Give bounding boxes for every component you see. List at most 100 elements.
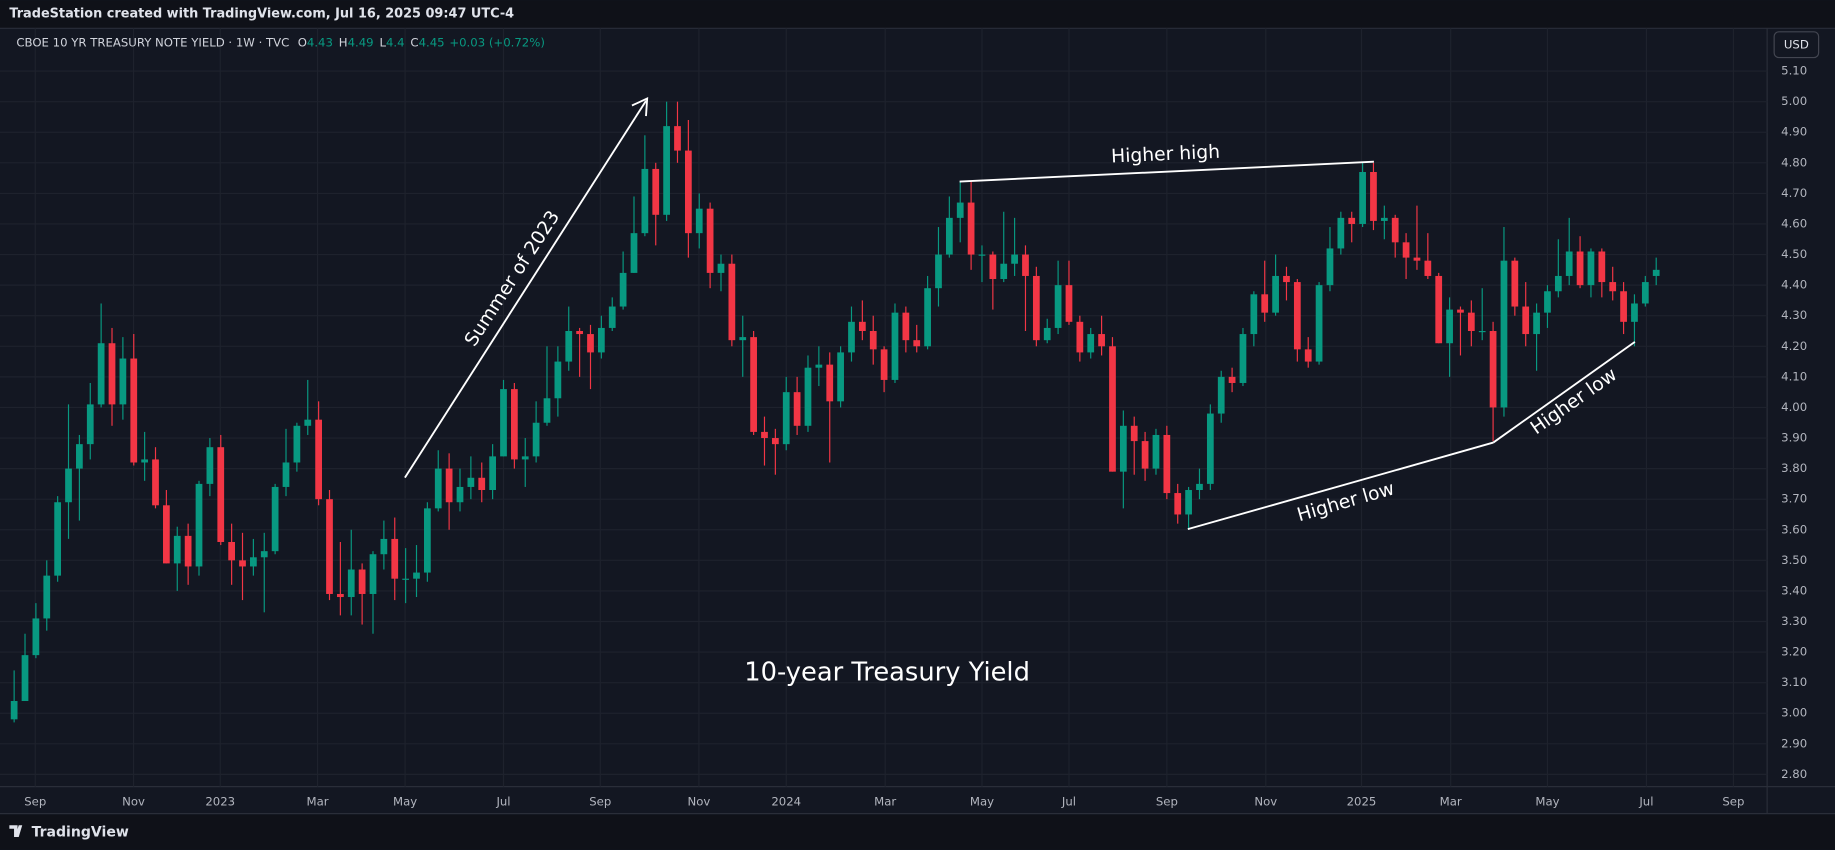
candle-body xyxy=(695,208,703,234)
candle-body xyxy=(1283,275,1290,283)
candle-body xyxy=(500,389,507,457)
candle-body xyxy=(1185,490,1192,515)
candle-body xyxy=(891,312,899,380)
candle-body xyxy=(1598,251,1606,283)
candle-body xyxy=(554,361,562,399)
candle-body xyxy=(532,422,540,457)
candle-body xyxy=(1217,376,1225,414)
logo-icon xyxy=(9,825,23,837)
candle-body xyxy=(978,254,986,256)
y-tick-label: 5.10 xyxy=(1781,64,1807,78)
candle-body xyxy=(1348,217,1356,224)
x-tick-label: Nov xyxy=(122,794,145,808)
ohlc-value: 4.43 xyxy=(307,35,333,49)
candle-body xyxy=(848,321,855,353)
arrow-line xyxy=(404,100,647,479)
candle-body xyxy=(467,477,475,487)
candle-body xyxy=(1326,248,1334,286)
candle-body xyxy=(130,358,138,463)
y-tick-label: 3.70 xyxy=(1781,492,1807,506)
candle-body xyxy=(1337,217,1345,249)
legend: CBOE 10 YR TREASURY NOTE YIELD · 1W · TV… xyxy=(16,35,545,49)
candle-body xyxy=(858,321,866,332)
x-tick-label: 2025 xyxy=(1347,794,1377,808)
candle-body xyxy=(282,462,290,487)
ohlc-value: 4.49 xyxy=(348,35,374,49)
currency-label[interactable]: USD xyxy=(1784,38,1809,52)
currency-button[interactable] xyxy=(1773,31,1820,59)
candle-body xyxy=(424,508,431,573)
candle-body xyxy=(271,486,279,552)
candle-body xyxy=(1043,327,1051,341)
y-tick-label: 4.80 xyxy=(1781,155,1807,169)
candle-body xyxy=(1446,309,1453,344)
ohlc-key: O xyxy=(298,35,307,49)
candle-body xyxy=(163,505,170,564)
candle-body xyxy=(1544,291,1551,313)
candle-body xyxy=(1391,217,1399,243)
ohlc-key: H xyxy=(339,35,348,49)
candle-body xyxy=(1119,425,1127,472)
candle-body xyxy=(195,483,203,567)
candle-body xyxy=(869,331,877,350)
candle-body xyxy=(1011,254,1018,264)
y-tick-label: 3.30 xyxy=(1781,614,1807,628)
candle-body xyxy=(1533,312,1540,335)
candle-body xyxy=(902,312,910,341)
y-tick-label: 3.40 xyxy=(1781,583,1807,597)
x-tick-label: Mar xyxy=(1440,794,1462,808)
y-tick-label: 3.60 xyxy=(1781,522,1807,536)
candle-body xyxy=(717,263,725,273)
y-tick-label: 4.10 xyxy=(1781,369,1807,383)
candle-body xyxy=(1163,434,1171,494)
y-tick-label: 3.00 xyxy=(1781,706,1807,720)
candle-body xyxy=(1174,493,1182,515)
candle-body xyxy=(456,486,464,503)
candle-body xyxy=(1620,291,1627,322)
x-tick-label: Jul xyxy=(1638,794,1653,808)
candle-body xyxy=(1109,346,1116,472)
header: TradeStation created with TradingView.co… xyxy=(9,7,514,22)
candle-body xyxy=(597,327,605,353)
candle-body xyxy=(76,444,83,469)
candle-body xyxy=(1304,349,1312,362)
x-tick-label: Nov xyxy=(688,794,711,808)
x-tick-label: Sep xyxy=(1156,794,1178,808)
candle-body xyxy=(761,431,768,439)
x-tick-label: May xyxy=(1535,794,1559,808)
candle-body xyxy=(228,541,236,561)
candle-body xyxy=(1413,257,1421,261)
candle-body xyxy=(804,367,812,426)
ohlc-value: 4.45 xyxy=(419,35,445,49)
candle-body xyxy=(565,331,573,362)
ohlc-key: C xyxy=(410,35,418,49)
candle-body xyxy=(815,364,823,368)
x-tick-label: Mar xyxy=(307,794,329,808)
x-tick-label: Sep xyxy=(589,794,611,808)
symbol-title: CBOE 10 YR TREASURY NOTE YIELD · 1W · TV… xyxy=(16,35,289,49)
trend-line-low-1 xyxy=(1187,441,1494,531)
candle-body xyxy=(43,575,51,619)
x-tick-label: 2023 xyxy=(205,794,235,808)
candle-body xyxy=(630,233,638,273)
candle-body xyxy=(21,655,29,701)
footer-bar xyxy=(0,814,1835,850)
y-tick-label: 5.00 xyxy=(1781,94,1807,108)
candle-body xyxy=(1272,275,1279,313)
candle-body xyxy=(663,126,670,215)
x-tick-label: May xyxy=(393,794,417,808)
candle-body xyxy=(184,535,192,567)
candle-body xyxy=(1576,251,1584,286)
candle-body xyxy=(1631,303,1638,322)
y-tick-label: 4.00 xyxy=(1781,400,1807,414)
candle-body xyxy=(1652,269,1660,276)
axis-labels: 2.80 2.90 3.00 3.10 3.20 3.30 3.40 3.50 3.60 3.70… xyxy=(24,64,1807,809)
trend-line-low-2 xyxy=(1492,341,1636,444)
candle-body xyxy=(315,419,322,500)
candle-body xyxy=(1467,312,1475,332)
candle-body xyxy=(739,337,747,341)
candle-body xyxy=(652,168,660,215)
y-tick-label: 3.10 xyxy=(1781,675,1807,689)
